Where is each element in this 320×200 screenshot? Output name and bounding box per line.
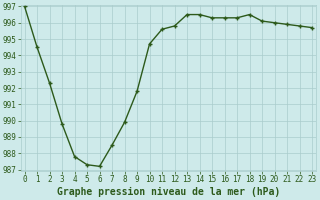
X-axis label: Graphe pression niveau de la mer (hPa): Graphe pression niveau de la mer (hPa) xyxy=(57,187,280,197)
